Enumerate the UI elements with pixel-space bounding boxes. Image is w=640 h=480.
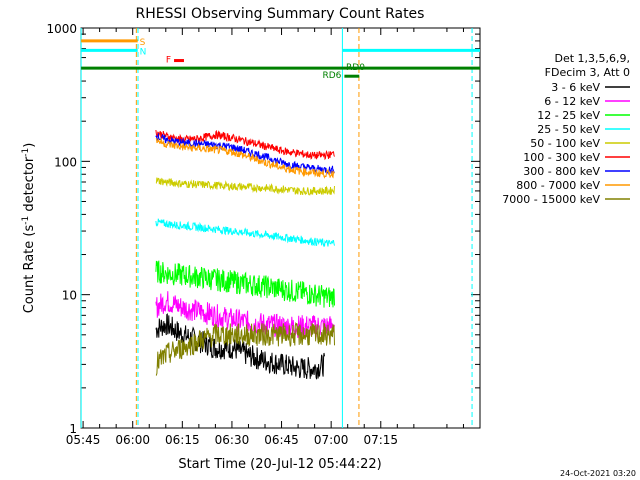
series-line-2 [155, 260, 335, 308]
y-tick-label-0: 1 [69, 422, 77, 436]
legend-label-2: 12 - 25 keV [537, 109, 600, 122]
legend-label-8: 7000 - 15000 keV [502, 193, 600, 206]
y-axis-label-sup1: -1 [21, 216, 31, 225]
svg-text:Count Rate (s-1 detector-1): Count Rate (s-1 detector-1) [21, 143, 37, 314]
y-axis-label-main: Count Rate (s [22, 225, 37, 314]
flag-f-label: F [166, 56, 171, 66]
series-line-4 [155, 177, 335, 196]
x-tick-label-5: 07:00 [314, 433, 349, 447]
x-tick-label-6: 07:15 [363, 433, 398, 447]
legend-label-4: 50 - 100 keV [530, 137, 600, 150]
y-tick-label-2: 100 [54, 155, 77, 169]
legend-header-1: Det 1,3,5,6,9, [554, 52, 630, 65]
series-line-5 [155, 129, 335, 161]
y-tick-label-1: 10 [62, 289, 77, 303]
legend-label-6: 300 - 800 keV [523, 165, 600, 178]
plot-area: 05:45 06:00 06:15 06:30 06:45 07:00 07:15 1 10 10… [46, 22, 481, 447]
x-tick-label-0: 05:45 [66, 433, 101, 447]
x-tick-label-1: 06:00 [115, 433, 150, 447]
flag-n-label: N [140, 47, 147, 57]
legend-label-3: 25 - 50 keV [537, 123, 600, 136]
y-axis-label: Count Rate (s-1 detector-1) [21, 143, 37, 314]
y-axis-label-end: ) [22, 143, 37, 148]
flag-s-label: S [140, 38, 146, 48]
x-tick-label-2: 06:15 [165, 433, 200, 447]
legend-label-5: 100 - 300 keV [523, 151, 600, 164]
series-line-0 [155, 313, 325, 380]
series-line-7 [155, 137, 335, 179]
flag-rd6-label: RD6 [322, 71, 341, 81]
series-line-8 [155, 321, 335, 376]
legend-header-2: FDecim 3, Att 0 [545, 66, 630, 79]
legend-label-0: 3 - 6 keV [551, 81, 600, 94]
x-axis-label: Start Time (20-Jul-12 05:44:22) [178, 457, 381, 472]
footer-date: 24-Oct-2021 03:20 [560, 469, 636, 478]
legend-label-1: 6 - 12 keV [544, 95, 600, 108]
chart-title: RHESSI Observing Summary Count Rates [136, 6, 425, 22]
x-tick-label-3: 06:30 [215, 433, 250, 447]
y-tick-label-3: 1000 [46, 22, 77, 36]
x-tick-label-4: 06:45 [264, 433, 299, 447]
legend-label-7: 800 - 7000 keV [516, 179, 600, 192]
legend: Det 1,3,5,6,9, FDecim 3, Att 0 3 - 6 keV… [502, 52, 630, 206]
series-line-6 [155, 133, 335, 175]
y-axis-label-sup2: -1 [21, 148, 31, 157]
flag-rd0-label: RD0 [346, 63, 365, 73]
series-line-3 [155, 218, 335, 248]
y-axis-label-mid: detector [22, 156, 37, 216]
